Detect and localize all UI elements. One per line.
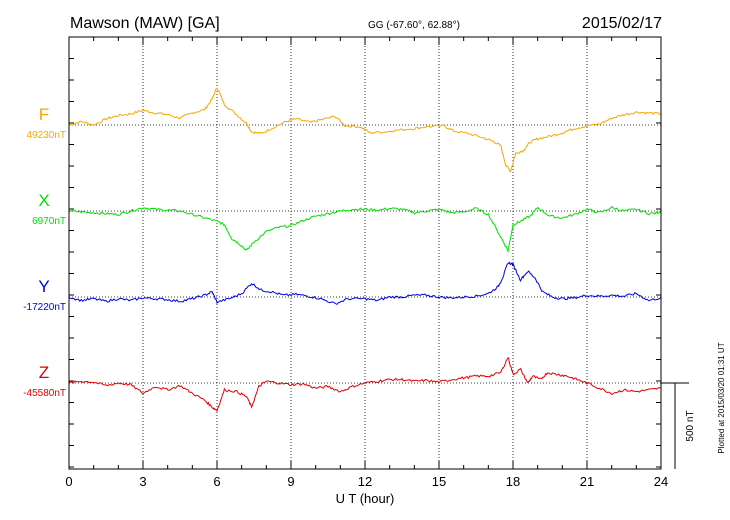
traces bbox=[68, 87, 662, 413]
series-labels: F 49230nT X 6970nT Y -17220nT Z -45580nT bbox=[23, 105, 66, 399]
trace-F bbox=[68, 87, 662, 173]
grid bbox=[69, 37, 661, 469]
x-axis-label: U T (hour) bbox=[336, 491, 395, 506]
series-name-Z: Z bbox=[39, 363, 49, 382]
trace-Y bbox=[68, 261, 662, 306]
x-tick-label-6: 6 bbox=[213, 474, 220, 489]
trace-Z bbox=[68, 357, 662, 413]
x-tick-labels: 0 3 6 9 12 15 18 21 24 bbox=[65, 474, 668, 489]
x-tick-label-3: 3 bbox=[139, 474, 146, 489]
series-baseline-Z: -45580nT bbox=[23, 388, 66, 399]
plot-frame bbox=[68, 36, 662, 470]
series-baseline-Y: -17220nT bbox=[23, 302, 66, 313]
plotted-label: Plotted at 2015/03/20 01:31 UT bbox=[717, 342, 726, 453]
series-name-Y: Y bbox=[38, 277, 49, 296]
station-title: Mawson (MAW) [GA] bbox=[70, 15, 220, 32]
series-name-X: X bbox=[38, 191, 49, 210]
x-tick-label-18: 18 bbox=[506, 474, 520, 489]
series-baseline-X: 6970nT bbox=[32, 216, 66, 227]
series-baseline-F: 49230nT bbox=[27, 130, 66, 141]
date-label: 2015/02/17 bbox=[582, 15, 662, 32]
coords-label: GG (-67.60°, 62.88°) bbox=[368, 20, 460, 31]
series-name-F: F bbox=[39, 105, 49, 124]
x-tick-label-24: 24 bbox=[654, 474, 668, 489]
x-tick-label-15: 15 bbox=[432, 474, 446, 489]
scale-label: 500 nT bbox=[685, 410, 696, 441]
x-tick-label-12: 12 bbox=[358, 474, 372, 489]
trace-X bbox=[68, 205, 662, 253]
scale-bar: 500 nT bbox=[661, 382, 696, 469]
x-tick-label-9: 9 bbox=[287, 474, 294, 489]
x-tick-label-0: 0 bbox=[65, 474, 72, 489]
axis-ticks bbox=[68, 36, 662, 469]
x-tick-label-21: 21 bbox=[580, 474, 594, 489]
